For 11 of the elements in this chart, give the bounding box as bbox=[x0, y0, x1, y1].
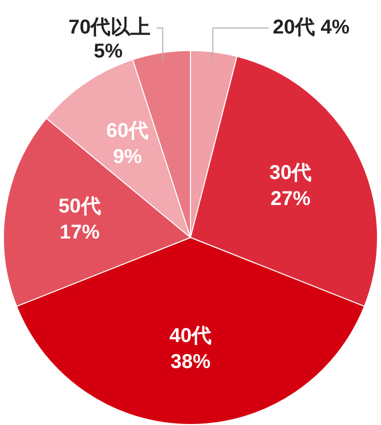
slice-label: 40代 bbox=[169, 325, 212, 348]
data-label: 38% bbox=[170, 351, 211, 374]
data-label: 9% bbox=[112, 146, 142, 168]
data-label: 27% bbox=[270, 188, 311, 210]
slice-label: 70代以上 bbox=[68, 16, 151, 39]
slice-label: 60代 bbox=[106, 120, 149, 142]
slice-label: 20代 4% bbox=[272, 16, 350, 39]
slice-label: 30代 bbox=[269, 162, 312, 184]
data-label: 17% bbox=[60, 221, 100, 244]
slice-label: 50代 bbox=[58, 195, 101, 218]
data-label: 5% bbox=[94, 40, 123, 63]
